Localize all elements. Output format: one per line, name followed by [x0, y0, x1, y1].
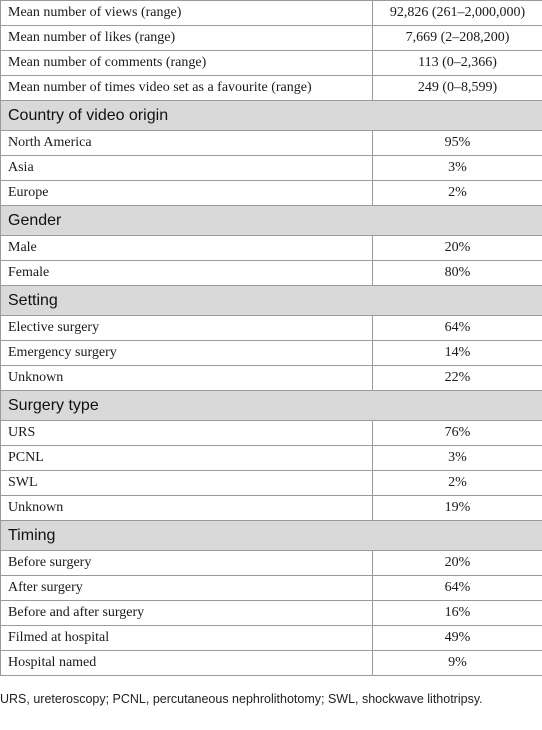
- row-value: 49%: [372, 625, 542, 651]
- row-label: Male: [0, 235, 373, 261]
- table-row: Before and after surgery 16%: [0, 600, 542, 626]
- section-title: Country of video origin: [0, 100, 542, 131]
- row-label: Emergency surgery: [0, 340, 373, 366]
- row-value: 76%: [372, 420, 542, 446]
- section-header-row: Gender: [0, 205, 542, 236]
- section-header-row: Setting: [0, 285, 542, 316]
- table-row: Mean number of views (range) 92,826 (261…: [0, 0, 542, 26]
- row-value: 64%: [372, 315, 542, 341]
- row-label: Mean number of comments (range): [0, 50, 373, 76]
- table-row: After surgery 64%: [0, 575, 542, 601]
- table-row: Mean number of likes (range) 7,669 (2–20…: [0, 25, 542, 51]
- row-label: URS: [0, 420, 373, 446]
- row-value: 14%: [372, 340, 542, 366]
- table-row: Europe 2%: [0, 180, 542, 206]
- table-row: Emergency surgery 14%: [0, 340, 542, 366]
- row-value: 113 (0–2,366): [372, 50, 542, 76]
- table-row: Elective surgery 64%: [0, 315, 542, 341]
- table-row: PCNL 3%: [0, 445, 542, 471]
- row-label: SWL: [0, 470, 373, 496]
- row-value: 20%: [372, 235, 542, 261]
- table-row: Unknown 22%: [0, 365, 542, 391]
- table-row: Mean number of comments (range) 113 (0–2…: [0, 50, 542, 76]
- row-label: Asia: [0, 155, 373, 181]
- row-label: Unknown: [0, 495, 373, 521]
- row-value: 9%: [372, 650, 542, 676]
- row-value: 3%: [372, 445, 542, 471]
- section-header-row: Country of video origin: [0, 100, 542, 131]
- table-footnote: URS, ureteroscopy; PCNL, percutaneous ne…: [0, 692, 483, 706]
- row-label: North America: [0, 130, 373, 156]
- table-row: SWL 2%: [0, 470, 542, 496]
- row-label: PCNL: [0, 445, 373, 471]
- row-label: Female: [0, 260, 373, 286]
- table-row: Unknown 19%: [0, 495, 542, 521]
- row-label: Before surgery: [0, 550, 373, 576]
- table-row: Before surgery 20%: [0, 550, 542, 576]
- table-row: URS 76%: [0, 420, 542, 446]
- section-title: Setting: [0, 285, 542, 316]
- row-label: Mean number of views (range): [0, 0, 373, 26]
- table-row: Female 80%: [0, 260, 542, 286]
- table-row: Asia 3%: [0, 155, 542, 181]
- table-row: Mean number of times video set as a favo…: [0, 75, 542, 101]
- section-header-row: Timing: [0, 520, 542, 551]
- row-value: 2%: [372, 470, 542, 496]
- row-value: 95%: [372, 130, 542, 156]
- row-value: 92,826 (261–2,000,000): [372, 0, 542, 26]
- row-label: Filmed at hospital: [0, 625, 373, 651]
- row-value: 249 (0–8,599): [372, 75, 542, 101]
- row-value: 20%: [372, 550, 542, 576]
- table-row: North America 95%: [0, 130, 542, 156]
- row-value: 64%: [372, 575, 542, 601]
- table-row: Hospital named 9%: [0, 650, 542, 676]
- row-label: Elective surgery: [0, 315, 373, 341]
- row-label: Mean number of likes (range): [0, 25, 373, 51]
- section-header-row: Surgery type: [0, 390, 542, 421]
- row-label: After surgery: [0, 575, 373, 601]
- row-label: Before and after surgery: [0, 600, 373, 626]
- row-value: 7,669 (2–208,200): [372, 25, 542, 51]
- row-value: 3%: [372, 155, 542, 181]
- row-value: 22%: [372, 365, 542, 391]
- row-value: 16%: [372, 600, 542, 626]
- row-value: 19%: [372, 495, 542, 521]
- section-title: Surgery type: [0, 390, 542, 421]
- video-characteristics-table: Mean number of views (range) 92,826 (261…: [0, 0, 542, 676]
- row-label: Unknown: [0, 365, 373, 391]
- section-title: Gender: [0, 205, 542, 236]
- row-label: Europe: [0, 180, 373, 206]
- table-row: Male 20%: [0, 235, 542, 261]
- row-value: 2%: [372, 180, 542, 206]
- section-title: Timing: [0, 520, 542, 551]
- row-value: 80%: [372, 260, 542, 286]
- row-label: Hospital named: [0, 650, 373, 676]
- table-row: Filmed at hospital 49%: [0, 625, 542, 651]
- row-label: Mean number of times video set as a favo…: [0, 75, 373, 101]
